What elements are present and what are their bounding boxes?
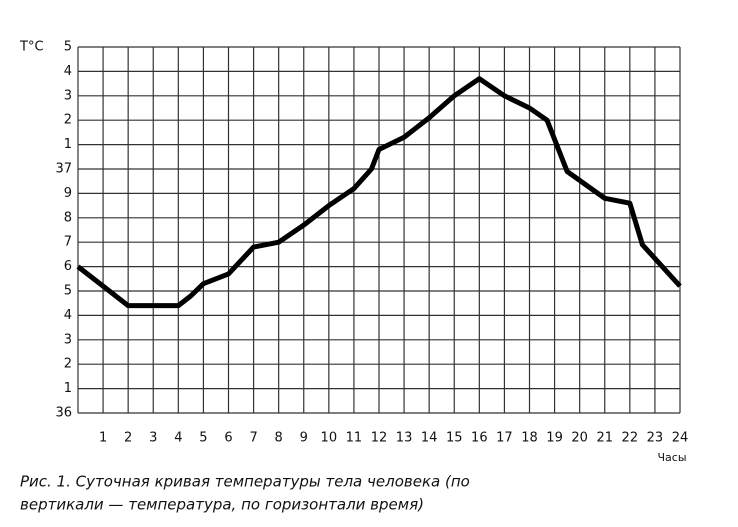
caption-line: Рис. 1. Суточная кривая температуры тела… bbox=[20, 473, 470, 491]
x-tick-label: 14 bbox=[421, 431, 438, 446]
y-tick-label: 8 bbox=[64, 210, 72, 225]
x-tick-label: 4 bbox=[174, 431, 182, 446]
y-tick-label: 3 bbox=[64, 332, 72, 347]
y-tick-label: 4 bbox=[64, 308, 72, 323]
x-tick-label: 17 bbox=[496, 431, 513, 446]
x-tick-label: 8 bbox=[275, 431, 283, 446]
y-axis-label: T°C bbox=[19, 40, 44, 55]
y-tick-label: 37 bbox=[55, 162, 72, 177]
x-tick-label: 23 bbox=[647, 431, 664, 446]
y-tick-label: 36 bbox=[55, 406, 72, 421]
caption-line: вертикали — температура, по горизонтали … bbox=[20, 496, 424, 514]
y-tick-label: 5 bbox=[64, 284, 72, 299]
x-axis-label: Часы bbox=[657, 451, 686, 464]
y-tick-label: 6 bbox=[64, 259, 72, 274]
x-tick-label: 11 bbox=[346, 431, 363, 446]
x-tick-label: 22 bbox=[622, 431, 639, 446]
y-tick-label: 5 bbox=[64, 40, 72, 55]
x-tick-label: 6 bbox=[224, 431, 232, 446]
y-tick-label: 1 bbox=[64, 137, 72, 152]
y-tick-label: 2 bbox=[64, 113, 72, 128]
x-tick-label: 19 bbox=[546, 431, 563, 446]
y-tick-label: 7 bbox=[64, 235, 72, 250]
x-tick-label: 7 bbox=[249, 431, 257, 446]
x-tick-label: 9 bbox=[300, 431, 308, 446]
x-tick-label: 10 bbox=[321, 431, 338, 446]
x-tick-label: 5 bbox=[199, 431, 207, 446]
x-tick-label: 24 bbox=[672, 431, 689, 446]
x-tick-label: 16 bbox=[471, 431, 488, 446]
x-tick-label: 2 bbox=[124, 431, 132, 446]
x-tick-label: 3 bbox=[149, 431, 157, 446]
x-tick-label: 13 bbox=[396, 431, 413, 446]
x-tick-label: 18 bbox=[521, 431, 538, 446]
x-tick-label: 15 bbox=[446, 431, 463, 446]
x-tick-label: 21 bbox=[596, 431, 613, 446]
x-tick-label: 20 bbox=[571, 431, 588, 446]
y-tick-label: 2 bbox=[64, 357, 72, 372]
y-tick-label: 1 bbox=[64, 381, 72, 396]
y-tick-label: 4 bbox=[64, 64, 72, 79]
y-tick-label: 3 bbox=[64, 88, 72, 103]
x-tick-label: 12 bbox=[371, 431, 388, 446]
y-tick-label: 9 bbox=[64, 186, 72, 201]
temperature-line bbox=[76, 76, 682, 309]
x-tick-label: 1 bbox=[99, 431, 107, 446]
